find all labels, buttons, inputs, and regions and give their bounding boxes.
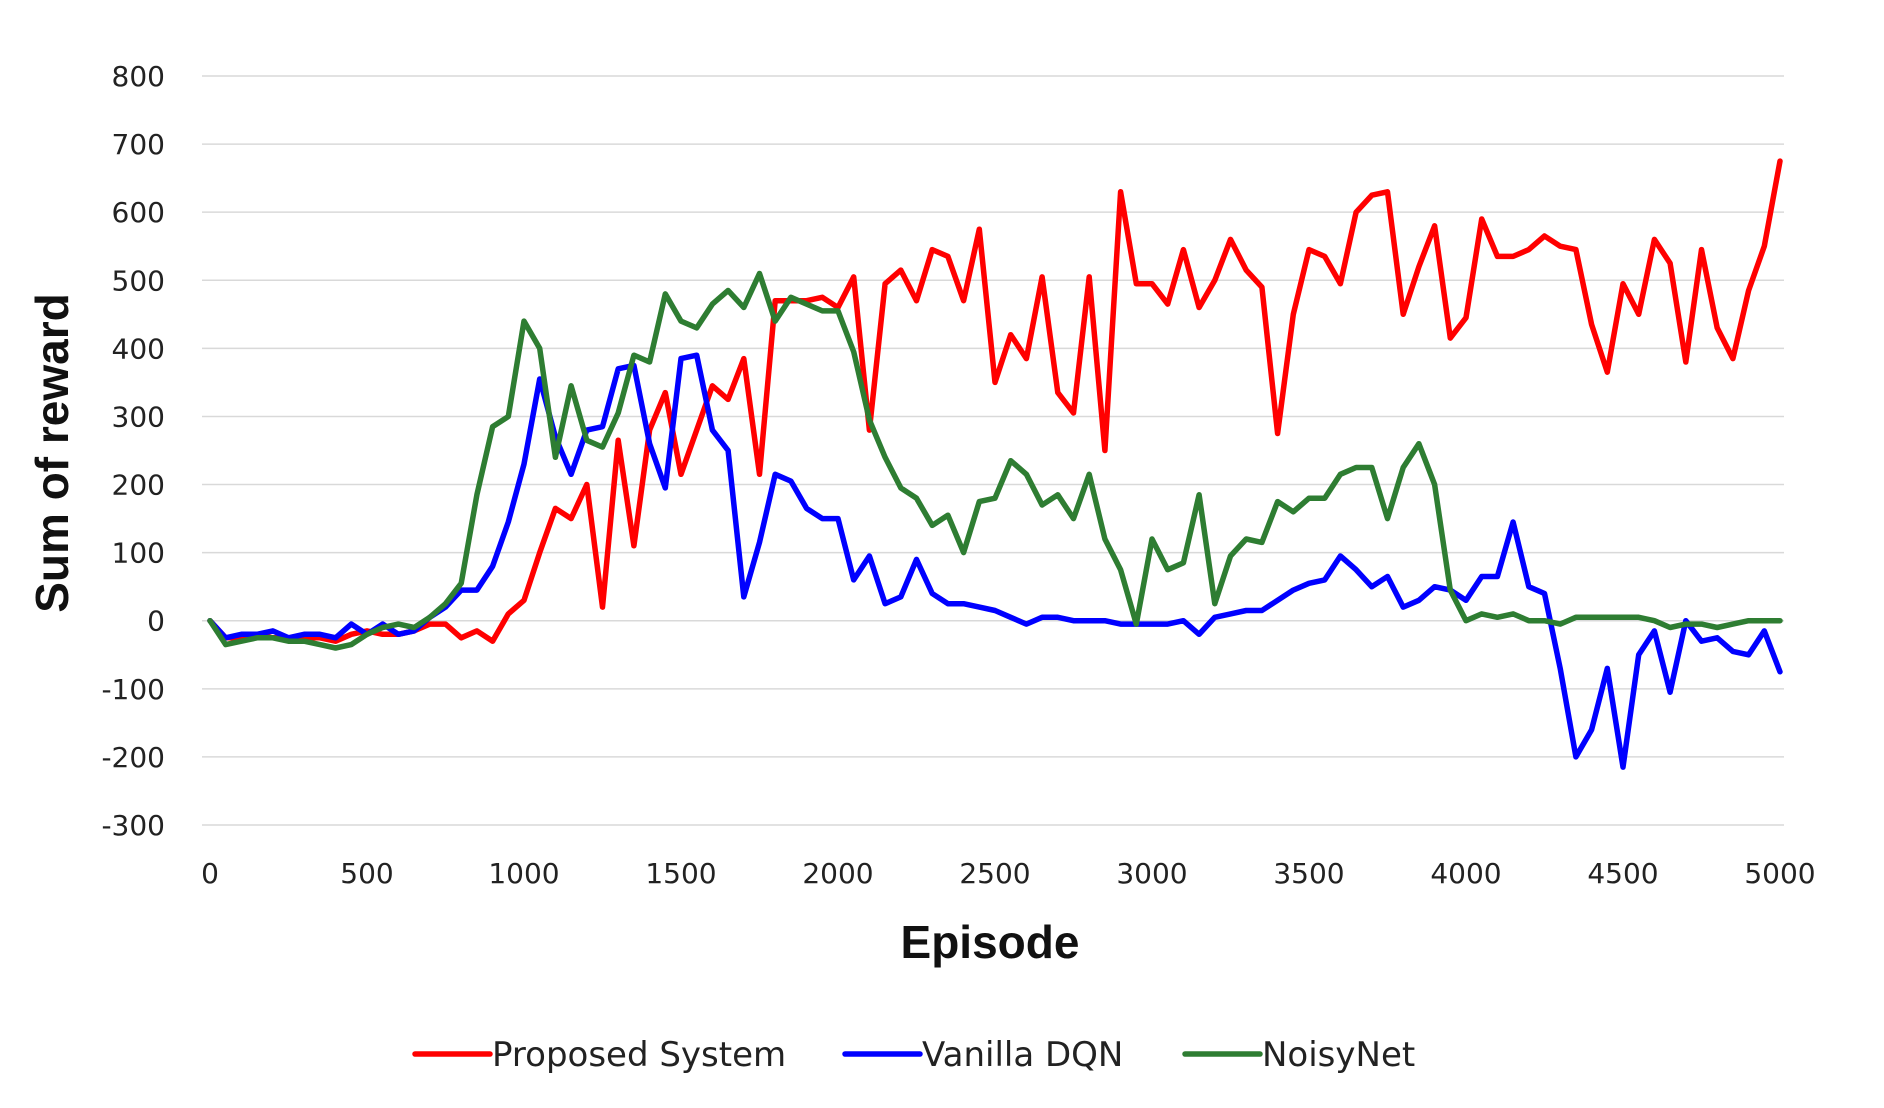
series-line-noisynet bbox=[207, 270, 1783, 651]
x-tick-label: 1500 bbox=[645, 857, 716, 890]
x-tick-label: 4500 bbox=[1587, 857, 1658, 890]
x-tick-label: 3500 bbox=[1273, 857, 1344, 890]
y-tick-label: 300 bbox=[112, 400, 165, 433]
y-tick-label: 700 bbox=[112, 128, 165, 161]
y-axis-title: Sum of reward bbox=[26, 293, 78, 613]
x-tick-label: 3000 bbox=[1116, 857, 1187, 890]
y-tick-label: 800 bbox=[112, 60, 165, 93]
x-axis-title: Episode bbox=[901, 916, 1080, 968]
legend-label: Vanilla DQN bbox=[922, 1035, 1123, 1075]
series-line-vanilla-dqn bbox=[207, 352, 1783, 770]
x-tick-label: 2000 bbox=[802, 857, 873, 890]
x-tick-label: 2500 bbox=[959, 857, 1030, 890]
y-tick-label: 600 bbox=[112, 196, 165, 229]
y-tick-labels: -300 -200 -100 0 100 200 300 400 500 600 700 800 bbox=[101, 60, 165, 842]
x-tick-labels: 0 500 1000 1500 2000 2500 3000 3500 4000 4500 5000 bbox=[201, 857, 1816, 890]
y-tick-label: 500 bbox=[112, 264, 165, 297]
legend-label: Proposed System bbox=[492, 1035, 786, 1075]
y-tick-label: 400 bbox=[112, 332, 165, 365]
y-tick-label: 0 bbox=[147, 605, 165, 638]
y-tick-label: 200 bbox=[112, 469, 165, 502]
legend: Proposed System Vanilla DQN NoisyNet bbox=[412, 1035, 1415, 1075]
gridlines bbox=[202, 75, 1784, 826]
y-tick-label: 100 bbox=[112, 537, 165, 570]
x-tick-label: 0 bbox=[201, 857, 219, 890]
legend-label: NoisyNet bbox=[1262, 1035, 1415, 1075]
y-tick-label: -100 bbox=[101, 673, 165, 706]
x-tick-label: 500 bbox=[340, 857, 393, 890]
series-line-proposed-system bbox=[207, 158, 1783, 644]
x-tick-label: 1000 bbox=[488, 857, 559, 890]
series-lines bbox=[207, 158, 1783, 770]
y-tick-label: -300 bbox=[101, 809, 165, 842]
x-tick-label: 4000 bbox=[1430, 857, 1501, 890]
x-tick-label: 5000 bbox=[1744, 857, 1815, 890]
y-tick-label: -200 bbox=[101, 741, 165, 774]
